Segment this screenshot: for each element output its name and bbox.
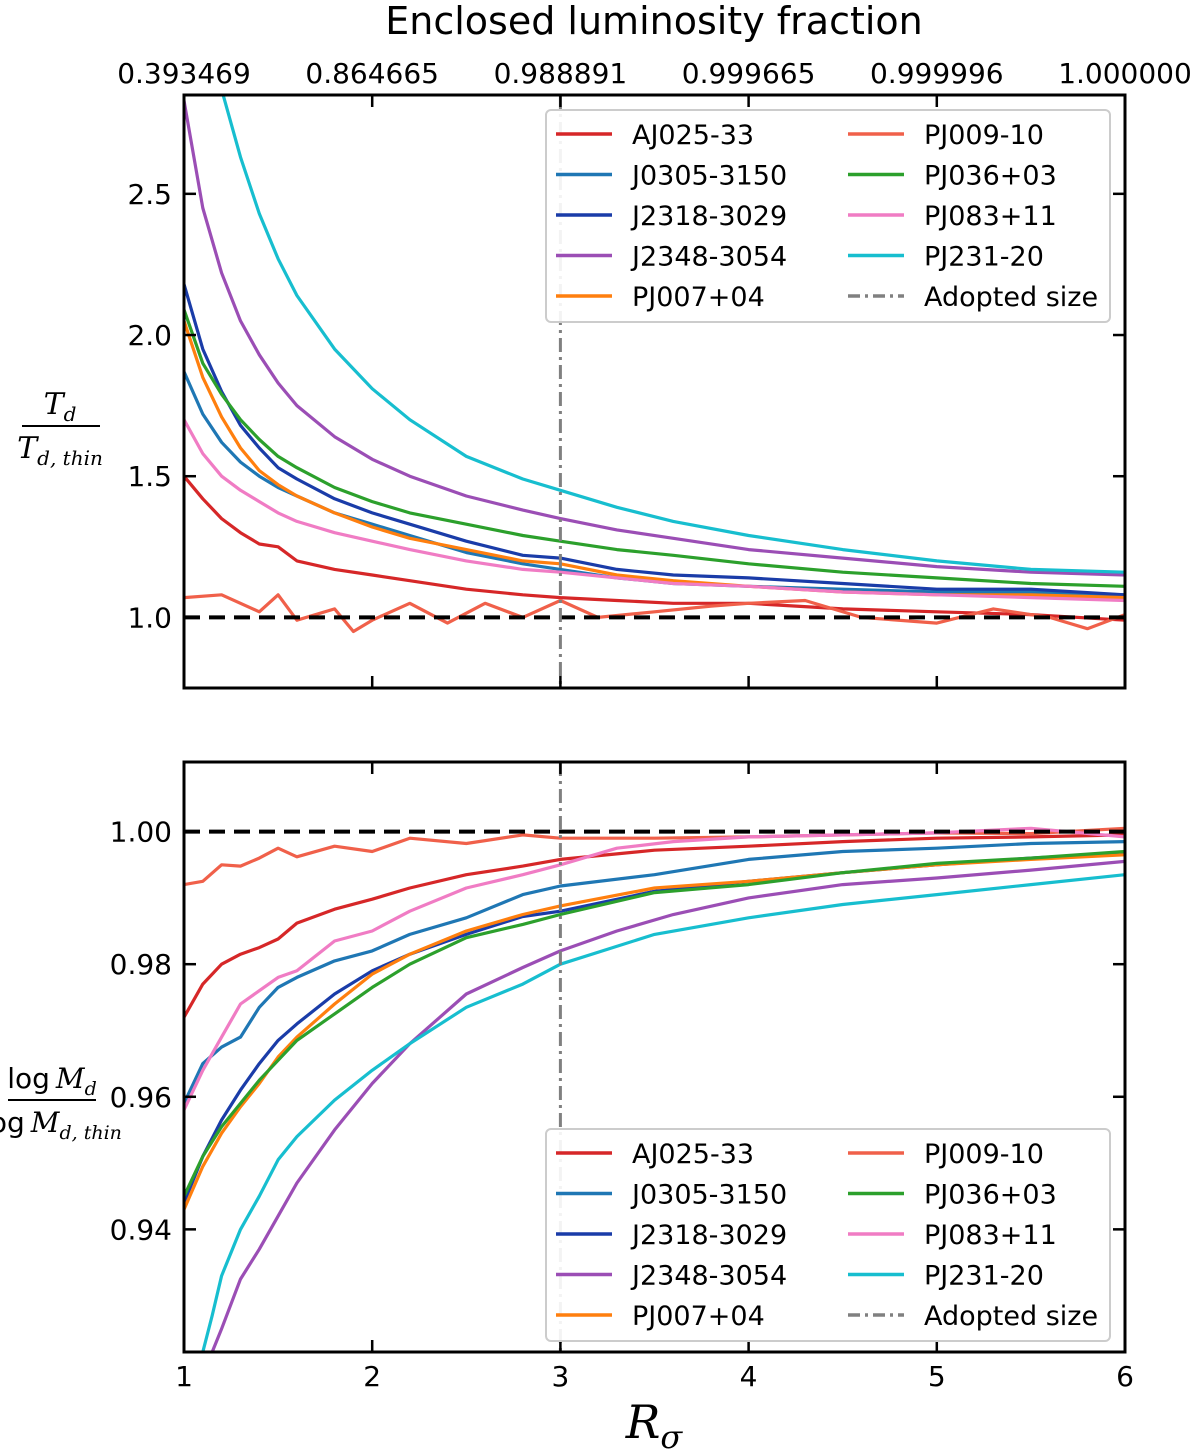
top-legend-label-pj083+11: PJ083+11 — [924, 201, 1057, 232]
bottom-ytick-label: 1.00 — [110, 816, 172, 849]
top-legend-label-aj025-33: AJ025-33 — [632, 120, 754, 151]
bottom-legend-label-aj025-33: AJ025-33 — [632, 1139, 754, 1170]
bottom-legend: AJ025-33 J0305-3150 J2318-3029 J2348-3054 PJ… — [545, 1128, 1111, 1342]
top-legend: AJ025-33 J0305-3150 J2318-3029 J2348-3054 PJ… — [545, 109, 1111, 323]
bottom-series-pj083+11 — [184, 826, 1125, 1111]
top-ytick-label: 1.0 — [127, 601, 172, 634]
bottom-series-pj231-20 — [201, 873, 1125, 1352]
top-axis-title: Enclosed luminosity fraction — [385, 0, 923, 43]
bottom-xtick-label: 4 — [740, 1360, 758, 1393]
bottom-legend-label-pj036+03: PJ036+03 — [924, 1180, 1057, 1211]
top-secondary-xtick-label: 0.393469 — [117, 57, 251, 90]
bottom-ytick-label: 0.96 — [110, 1081, 172, 1114]
top-series-pj036+03 — [184, 309, 1125, 588]
top-series-pj007+04 — [184, 320, 1125, 600]
top-y-axis-label: Td Td, thin — [17, 387, 103, 470]
top-legend-label-j2348-3054: J2348-3054 — [630, 242, 787, 273]
bottom-series-aj025-33 — [184, 833, 1125, 1018]
top-legend-label-pj036+03: PJ036+03 — [924, 161, 1057, 192]
bottom-xtick-label: 3 — [551, 1360, 569, 1393]
bottom-series-j2348-3054 — [210, 859, 1125, 1352]
bottom-xtick-label: 1 — [175, 1360, 193, 1393]
top-legend-label-adopted-size: Adopted size — [924, 282, 1098, 313]
bottom-ytick-label: 0.94 — [110, 1213, 172, 1246]
top-ytick-label: 2.0 — [127, 319, 172, 352]
bottom-series-j0305-3150 — [184, 840, 1125, 1105]
bottom-series-pj036+03 — [184, 849, 1125, 1197]
top-ylabel-numerator: Td — [44, 387, 77, 426]
bottom-ylabel-numerator: log Md — [7, 1062, 97, 1100]
top-ytick-label: 1.5 — [127, 460, 172, 493]
bottom-legend-label-pj231-20: PJ231-20 — [924, 1261, 1044, 1292]
top-legend-label-pj009-10: PJ009-10 — [924, 120, 1044, 151]
top-secondary-xtick-label: 0.999996 — [870, 57, 1004, 90]
top-legend-label-pj007+04: PJ007+04 — [632, 282, 765, 313]
bottom-panel: 1 2 3 4 5 6 0.94 0.96 0.98 1.00 AJ025-33 J0305-3150… — [110, 760, 1134, 1393]
bottom-legend-label-adopted-size: Adopted size — [924, 1301, 1098, 1332]
bottom-legend-box — [545, 1128, 1111, 1342]
top-frame — [182, 93, 1127, 690]
top-secondary-xtick-label: 0.999665 — [682, 57, 816, 90]
top-ytick-label: 2.5 — [127, 178, 172, 211]
top-secondary-xtick-label: 1.000000 — [1058, 57, 1192, 90]
x-axis-label: Rσ — [625, 1395, 684, 1449]
top-series-pj231-20 — [221, 95, 1125, 574]
bottom-ytick-label: 0.98 — [110, 948, 172, 981]
top-plot-area — [184, 95, 1125, 688]
bottom-legend-label-pj083+11: PJ083+11 — [924, 1220, 1057, 1251]
top-legend-label-j2318-3029: J2318-3029 — [630, 201, 787, 232]
top-series-j2318-3029 — [184, 283, 1125, 597]
bottom-xtick-label: 6 — [1116, 1360, 1134, 1393]
top-series-aj025-33 — [184, 475, 1125, 622]
top-secondary-xtick-label: 0.988891 — [494, 57, 628, 90]
bottom-xtick-label: 2 — [363, 1360, 381, 1393]
top-legend-box — [545, 109, 1111, 323]
top-secondary-xtick-label: 0.864665 — [305, 57, 439, 90]
top-series-j2348-3054 — [184, 100, 1125, 577]
bottom-legend-label-j2348-3054: J2348-3054 — [630, 1261, 787, 1292]
bottom-legend-label-pj009-10: PJ009-10 — [924, 1139, 1044, 1170]
top-panel: 0.393469 0.864665 0.988891 0.999665 0.999996… — [117, 57, 1192, 690]
top-series-pj083+11 — [184, 418, 1125, 603]
top-ylabel-denominator: Td, thin — [17, 431, 103, 470]
bottom-legend-label-pj007+04: PJ007+04 — [632, 1301, 765, 1332]
bottom-frame — [182, 760, 1127, 1354]
bottom-legend-label-j0305-3150: J0305-3150 — [630, 1180, 787, 1211]
bottom-xtick-label: 5 — [928, 1360, 946, 1393]
bottom-legend-label-j2318-3029: J2318-3029 — [630, 1220, 787, 1251]
top-legend-label-pj231-20: PJ231-20 — [924, 242, 1044, 273]
top-legend-label-j0305-3150: J0305-3150 — [630, 161, 787, 192]
